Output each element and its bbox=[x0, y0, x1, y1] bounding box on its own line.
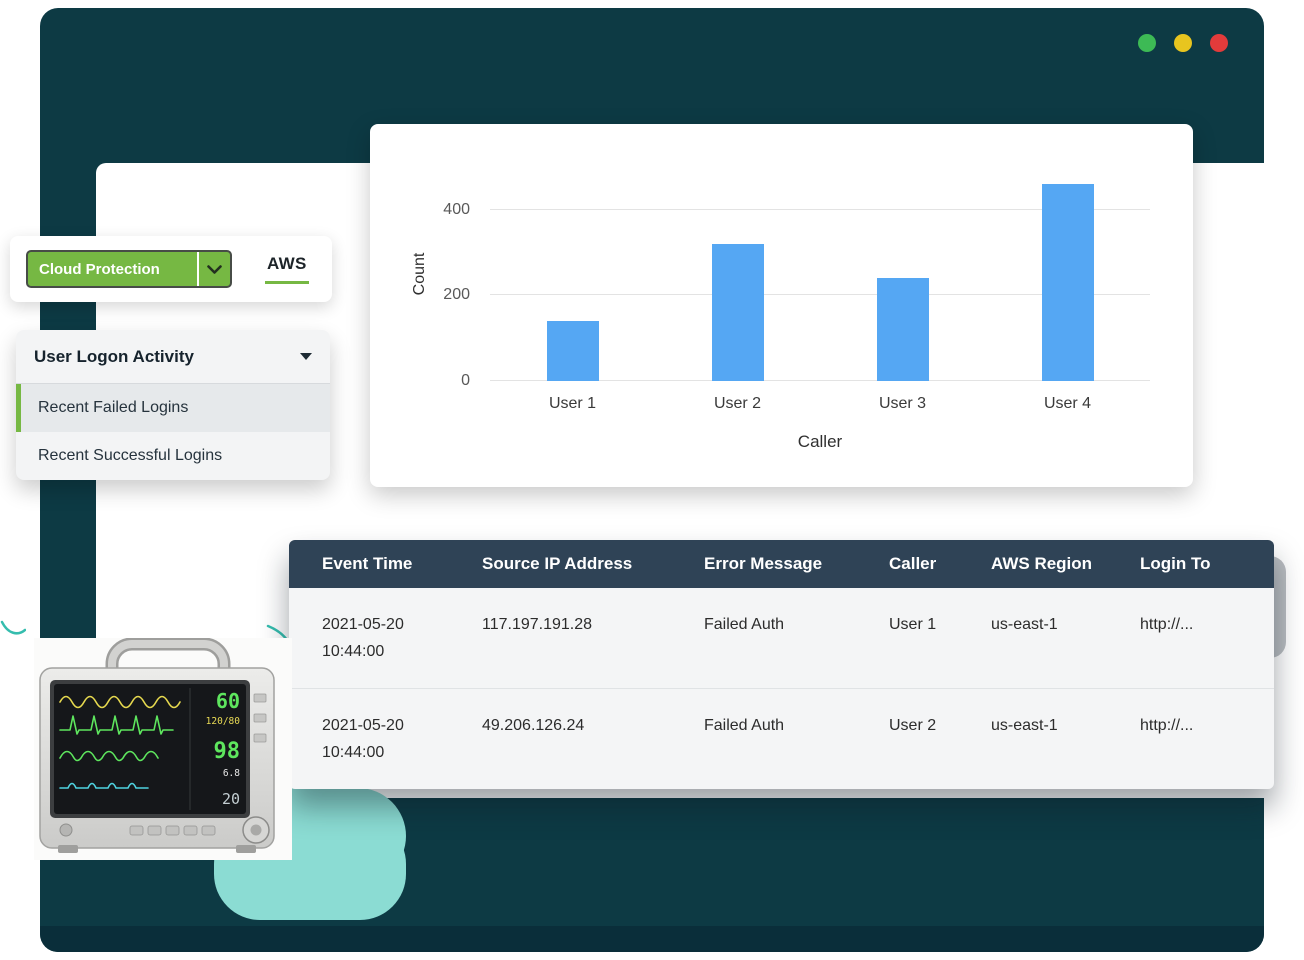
column-header-error-message: Error Message bbox=[704, 540, 889, 588]
monitor-resp: 20 bbox=[222, 790, 240, 808]
table-row: 2021-05-20 10:44:00 49.206.126.24 Failed… bbox=[289, 688, 1274, 789]
monitor-nibp: 120/80 bbox=[206, 716, 241, 727]
chart-category-label: User 1 bbox=[548, 395, 597, 412]
chart-bar-slot: User 3 bbox=[820, 167, 985, 412]
event-time: 10:44:00 bbox=[322, 643, 385, 660]
monitor-side-ports bbox=[253, 693, 267, 743]
table-row: 2021-05-20 10:44:00 117.197.191.28 Faile… bbox=[289, 588, 1274, 689]
cell-event-time: 2021-05-20 10:44:00 bbox=[289, 688, 482, 789]
chevron-down-icon[interactable] bbox=[197, 252, 230, 286]
monitor-readings: 60 120/80 98 6.8 20 bbox=[206, 689, 241, 808]
logon-activity-menu: User Logon Activity Recent Failed Logins… bbox=[16, 330, 330, 480]
chart-bar bbox=[546, 321, 599, 381]
menu-header-label: User Logon Activity bbox=[34, 346, 194, 366]
window-footer bbox=[40, 926, 1264, 952]
cell-error-message: Failed Auth bbox=[704, 616, 785, 633]
filter-card: Cloud Protection AWS bbox=[10, 236, 332, 302]
chart-bar bbox=[1041, 184, 1094, 381]
teal-arc-decoration bbox=[0, 620, 26, 635]
monitor-heart-rate: 60 bbox=[216, 689, 240, 713]
chart-y-tick-label: 200 bbox=[443, 286, 470, 304]
monitor-foot bbox=[236, 845, 256, 853]
chart-category-label: User 2 bbox=[713, 395, 762, 412]
chart-gridline bbox=[490, 380, 1150, 381]
monitor-buttons bbox=[59, 823, 216, 837]
monitor-waveforms bbox=[59, 695, 181, 789]
chart-y-tick-label: 400 bbox=[443, 200, 470, 218]
cell-login-to: http://... bbox=[1140, 616, 1194, 633]
traffic-light-red-icon[interactable] bbox=[1210, 34, 1228, 52]
cell-source-ip: 117.197.191.28 bbox=[482, 616, 593, 633]
monitor-screen bbox=[54, 684, 246, 814]
chart-gridline bbox=[490, 294, 1150, 296]
event-date: 2021-05-20 bbox=[322, 717, 404, 734]
cloud-protection-dropdown[interactable]: Cloud Protection bbox=[26, 250, 232, 288]
patient-monitor-illustration: 60 120/80 98 6.8 20 bbox=[34, 638, 292, 860]
chart-bars: User 1 User 2 User 3 User 4 bbox=[490, 167, 1150, 412]
column-header-aws-region: AWS Region bbox=[991, 540, 1140, 588]
dropdown-selected-value: Cloud Protection bbox=[39, 260, 160, 278]
events-table: Event Time Source IP Address Error Messa… bbox=[289, 540, 1274, 789]
menu-header[interactable]: User Logon Activity bbox=[16, 330, 330, 384]
table-header-row: Event Time Source IP Address Error Messa… bbox=[289, 540, 1274, 588]
chart-bar-slot: User 2 bbox=[655, 167, 820, 412]
menu-item-recent-failed-logins[interactable]: Recent Failed Logins bbox=[16, 384, 330, 432]
chart-card: Count 0 200 400 User 1 User 2 User 3 User 4 Ca… bbox=[370, 124, 1193, 487]
chart-category-label: User 4 bbox=[1043, 395, 1092, 412]
tab-aws[interactable]: AWS bbox=[265, 254, 309, 284]
column-header-login-to: Login To bbox=[1140, 540, 1274, 588]
menu-item-label: Recent Failed Logins bbox=[38, 399, 189, 416]
column-header-event-time: Event Time bbox=[289, 540, 482, 588]
chart-bar bbox=[711, 244, 764, 381]
window-controls bbox=[1138, 34, 1228, 52]
menu-item-label: Recent Successful Logins bbox=[38, 447, 223, 464]
chart-bar-slot: User 1 bbox=[490, 167, 655, 412]
caret-down-icon bbox=[300, 353, 312, 360]
tab-aws-label: AWS bbox=[267, 254, 307, 273]
cell-login-to: http://... bbox=[1140, 688, 1274, 789]
cell-caller: User 1 bbox=[889, 616, 937, 633]
chart-category-label: User 3 bbox=[878, 395, 927, 412]
column-header-caller: Caller bbox=[889, 540, 991, 588]
chart-y-tick-label: 0 bbox=[461, 372, 470, 389]
cell-error-message: Failed Auth bbox=[704, 688, 889, 789]
cell-aws-region: us-east-1 bbox=[991, 616, 1058, 633]
monitor-knob bbox=[242, 816, 270, 844]
chart-bar-slot: User 4 bbox=[985, 167, 1150, 412]
chart-gridline bbox=[490, 208, 1150, 210]
cell-aws-region: us-east-1 bbox=[991, 688, 1140, 789]
monitor-spo2: 98 bbox=[214, 739, 241, 764]
cell-source-ip: 49.206.126.24 bbox=[482, 688, 704, 789]
column-header-source-ip: Source IP Address bbox=[482, 540, 704, 588]
event-time: 10:44:00 bbox=[322, 744, 385, 761]
traffic-light-green-icon[interactable] bbox=[1138, 34, 1156, 52]
event-date: 2021-05-20 bbox=[322, 616, 404, 633]
chart-bar bbox=[876, 278, 929, 381]
chart-plot: 0 200 400 User 1 User 2 User 3 User 4 bbox=[443, 167, 1150, 412]
chart-x-axis-label: Caller bbox=[797, 432, 843, 451]
monitor-foot bbox=[58, 845, 78, 853]
cell-caller: User 2 bbox=[889, 688, 991, 789]
monitor-temp: 6.8 bbox=[223, 768, 240, 779]
menu-item-recent-successful-logins[interactable]: Recent Successful Logins bbox=[16, 432, 330, 480]
traffic-light-yellow-icon[interactable] bbox=[1174, 34, 1192, 52]
cell-event-time: 2021-05-20 10:44:00 bbox=[289, 588, 482, 689]
